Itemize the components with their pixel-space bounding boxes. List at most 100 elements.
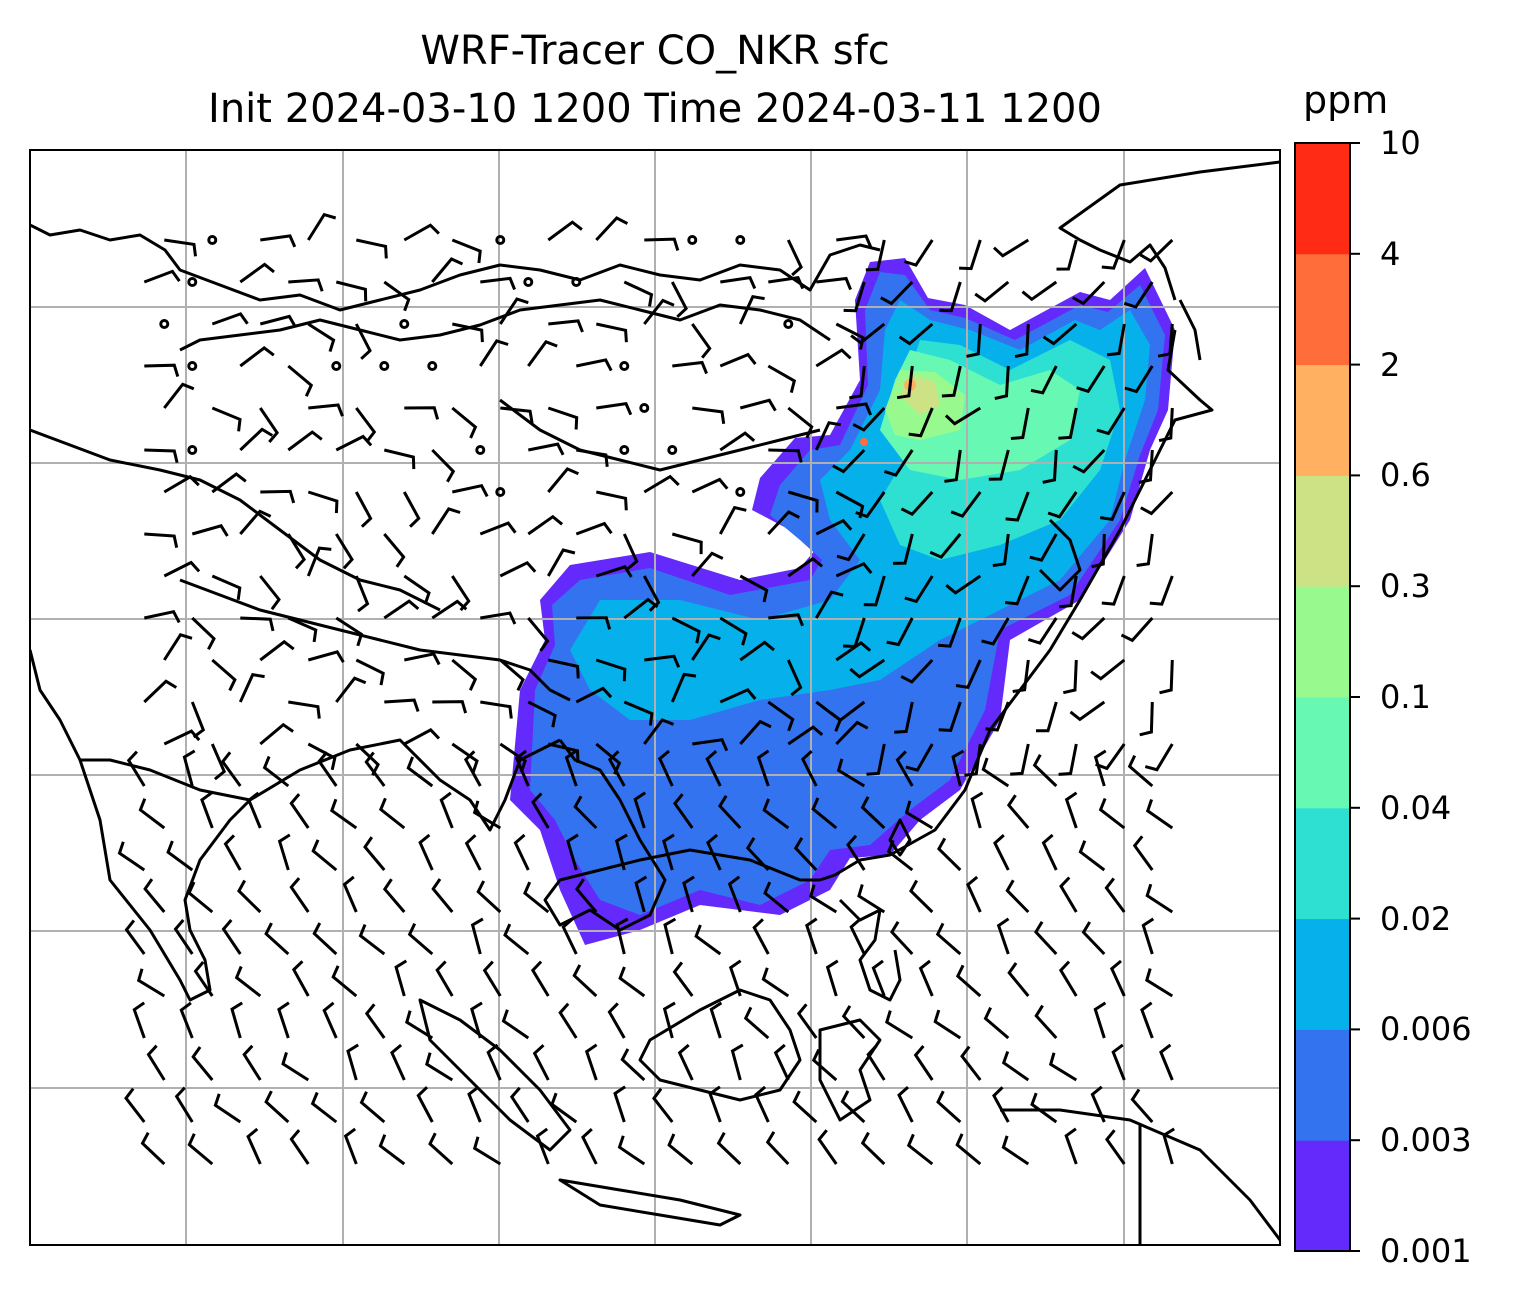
colorbar-segment <box>1295 697 1350 809</box>
colorbar-segment <box>1295 1140 1350 1252</box>
wind-barb <box>238 673 265 703</box>
coastline-sulawesi <box>818 1018 882 1122</box>
wind-barb <box>259 722 294 746</box>
wind-barb <box>246 1127 262 1165</box>
calm-wind-marker <box>495 487 506 497</box>
calm-wind-marker <box>207 235 218 245</box>
wind-barb <box>1006 794 1030 829</box>
colorbar-tick-label: 4 <box>1380 234 1401 273</box>
wind-barb <box>832 448 866 474</box>
wind-barb <box>792 1090 818 1124</box>
wind-barb <box>431 878 454 913</box>
wind-barb <box>1064 1127 1078 1165</box>
wind-barb <box>1098 797 1126 830</box>
wind-barb <box>464 834 482 871</box>
wind-barb <box>909 879 934 914</box>
wind-barb <box>643 474 680 494</box>
wind-barb <box>132 1001 146 1039</box>
wind-barb <box>959 239 982 271</box>
wind-barb <box>163 729 201 746</box>
wind-barb <box>211 574 242 600</box>
wind-barbs <box>117 212 1175 1166</box>
wind-barb <box>1005 575 1030 606</box>
wind-barb <box>479 521 517 536</box>
wind-barb <box>287 364 314 397</box>
wind-barb <box>124 1087 146 1123</box>
wind-barb <box>607 750 626 787</box>
wind-barb <box>289 1129 310 1165</box>
wind-barb <box>1069 700 1106 722</box>
wind-barb <box>672 961 694 997</box>
wind-barb <box>394 959 408 997</box>
wind-barb <box>230 1001 243 1039</box>
wind-barb <box>718 795 742 830</box>
wind-barb <box>620 1048 646 1082</box>
wind-barb <box>335 676 367 703</box>
wind-barb <box>1105 1129 1126 1165</box>
wind-barb <box>814 421 842 451</box>
wind-barb <box>311 839 338 872</box>
wind-barb <box>289 793 310 829</box>
wind-barb <box>898 322 934 346</box>
calm-wind-marker <box>687 235 698 245</box>
border-himalaya <box>179 578 571 702</box>
wind-barb <box>143 878 166 913</box>
wind-barb <box>691 633 721 661</box>
wind-barb <box>886 839 914 872</box>
colorbar-tick-label: 0.6 <box>1380 456 1431 495</box>
wind-barb <box>850 322 886 345</box>
wind-barb <box>513 833 530 871</box>
wind-barb <box>938 701 962 732</box>
wind-barb <box>768 275 805 290</box>
wind-barb <box>402 491 421 528</box>
wind-barb <box>811 797 838 830</box>
wind-barb <box>825 959 839 997</box>
wind-barb <box>718 505 747 535</box>
wind-barb <box>761 967 790 998</box>
wind-barb <box>143 679 178 704</box>
wind-barb <box>705 749 722 787</box>
calm-wind-marker <box>735 487 746 497</box>
wind-barb <box>719 352 757 368</box>
colorbar-tick-label: 0.3 <box>1380 567 1431 606</box>
wind-barb <box>476 880 502 914</box>
wind-barb <box>1030 1092 1058 1124</box>
wind-barb <box>1101 575 1126 606</box>
wind-barb <box>259 575 281 611</box>
wind-barb <box>981 617 1010 646</box>
wind-barb <box>575 358 613 372</box>
wind-barb <box>886 617 914 647</box>
wind-barb <box>364 751 386 787</box>
wind-barb <box>787 490 819 513</box>
wind-barb <box>860 796 886 830</box>
wind-barb <box>618 966 646 998</box>
wind-barb <box>841 1005 866 1040</box>
wind-barb <box>644 654 681 668</box>
wind-barb <box>983 1006 1010 1040</box>
wind-barb <box>1042 449 1058 484</box>
wind-barb <box>1145 883 1174 914</box>
colorbar-tick-label: 0.1 <box>1380 678 1431 716</box>
calm-wind-marker <box>187 445 198 455</box>
wind-barb <box>908 407 934 438</box>
coastline-japan <box>1178 299 1202 361</box>
co-concentration-field <box>510 258 1175 945</box>
wind-barb <box>1062 659 1078 695</box>
wind-barb <box>662 1001 676 1039</box>
wind-barb <box>765 1131 790 1166</box>
colorbar-tick-label: 0.001 <box>1380 1232 1472 1270</box>
wind-barb <box>811 1048 838 1082</box>
wind-barb <box>738 295 765 325</box>
colorbar <box>1295 142 1360 1252</box>
wind-barb <box>237 879 262 914</box>
wind-barb <box>220 751 242 787</box>
wind-barb <box>672 360 708 375</box>
wind-barb <box>768 613 804 627</box>
wind-barb <box>221 919 242 955</box>
wind-barb <box>190 701 206 739</box>
wind-barb <box>144 363 180 378</box>
wind-barb <box>416 1086 434 1123</box>
wind-barb <box>743 1006 770 1040</box>
wind-barb <box>595 322 628 343</box>
wind-barb <box>239 346 275 368</box>
